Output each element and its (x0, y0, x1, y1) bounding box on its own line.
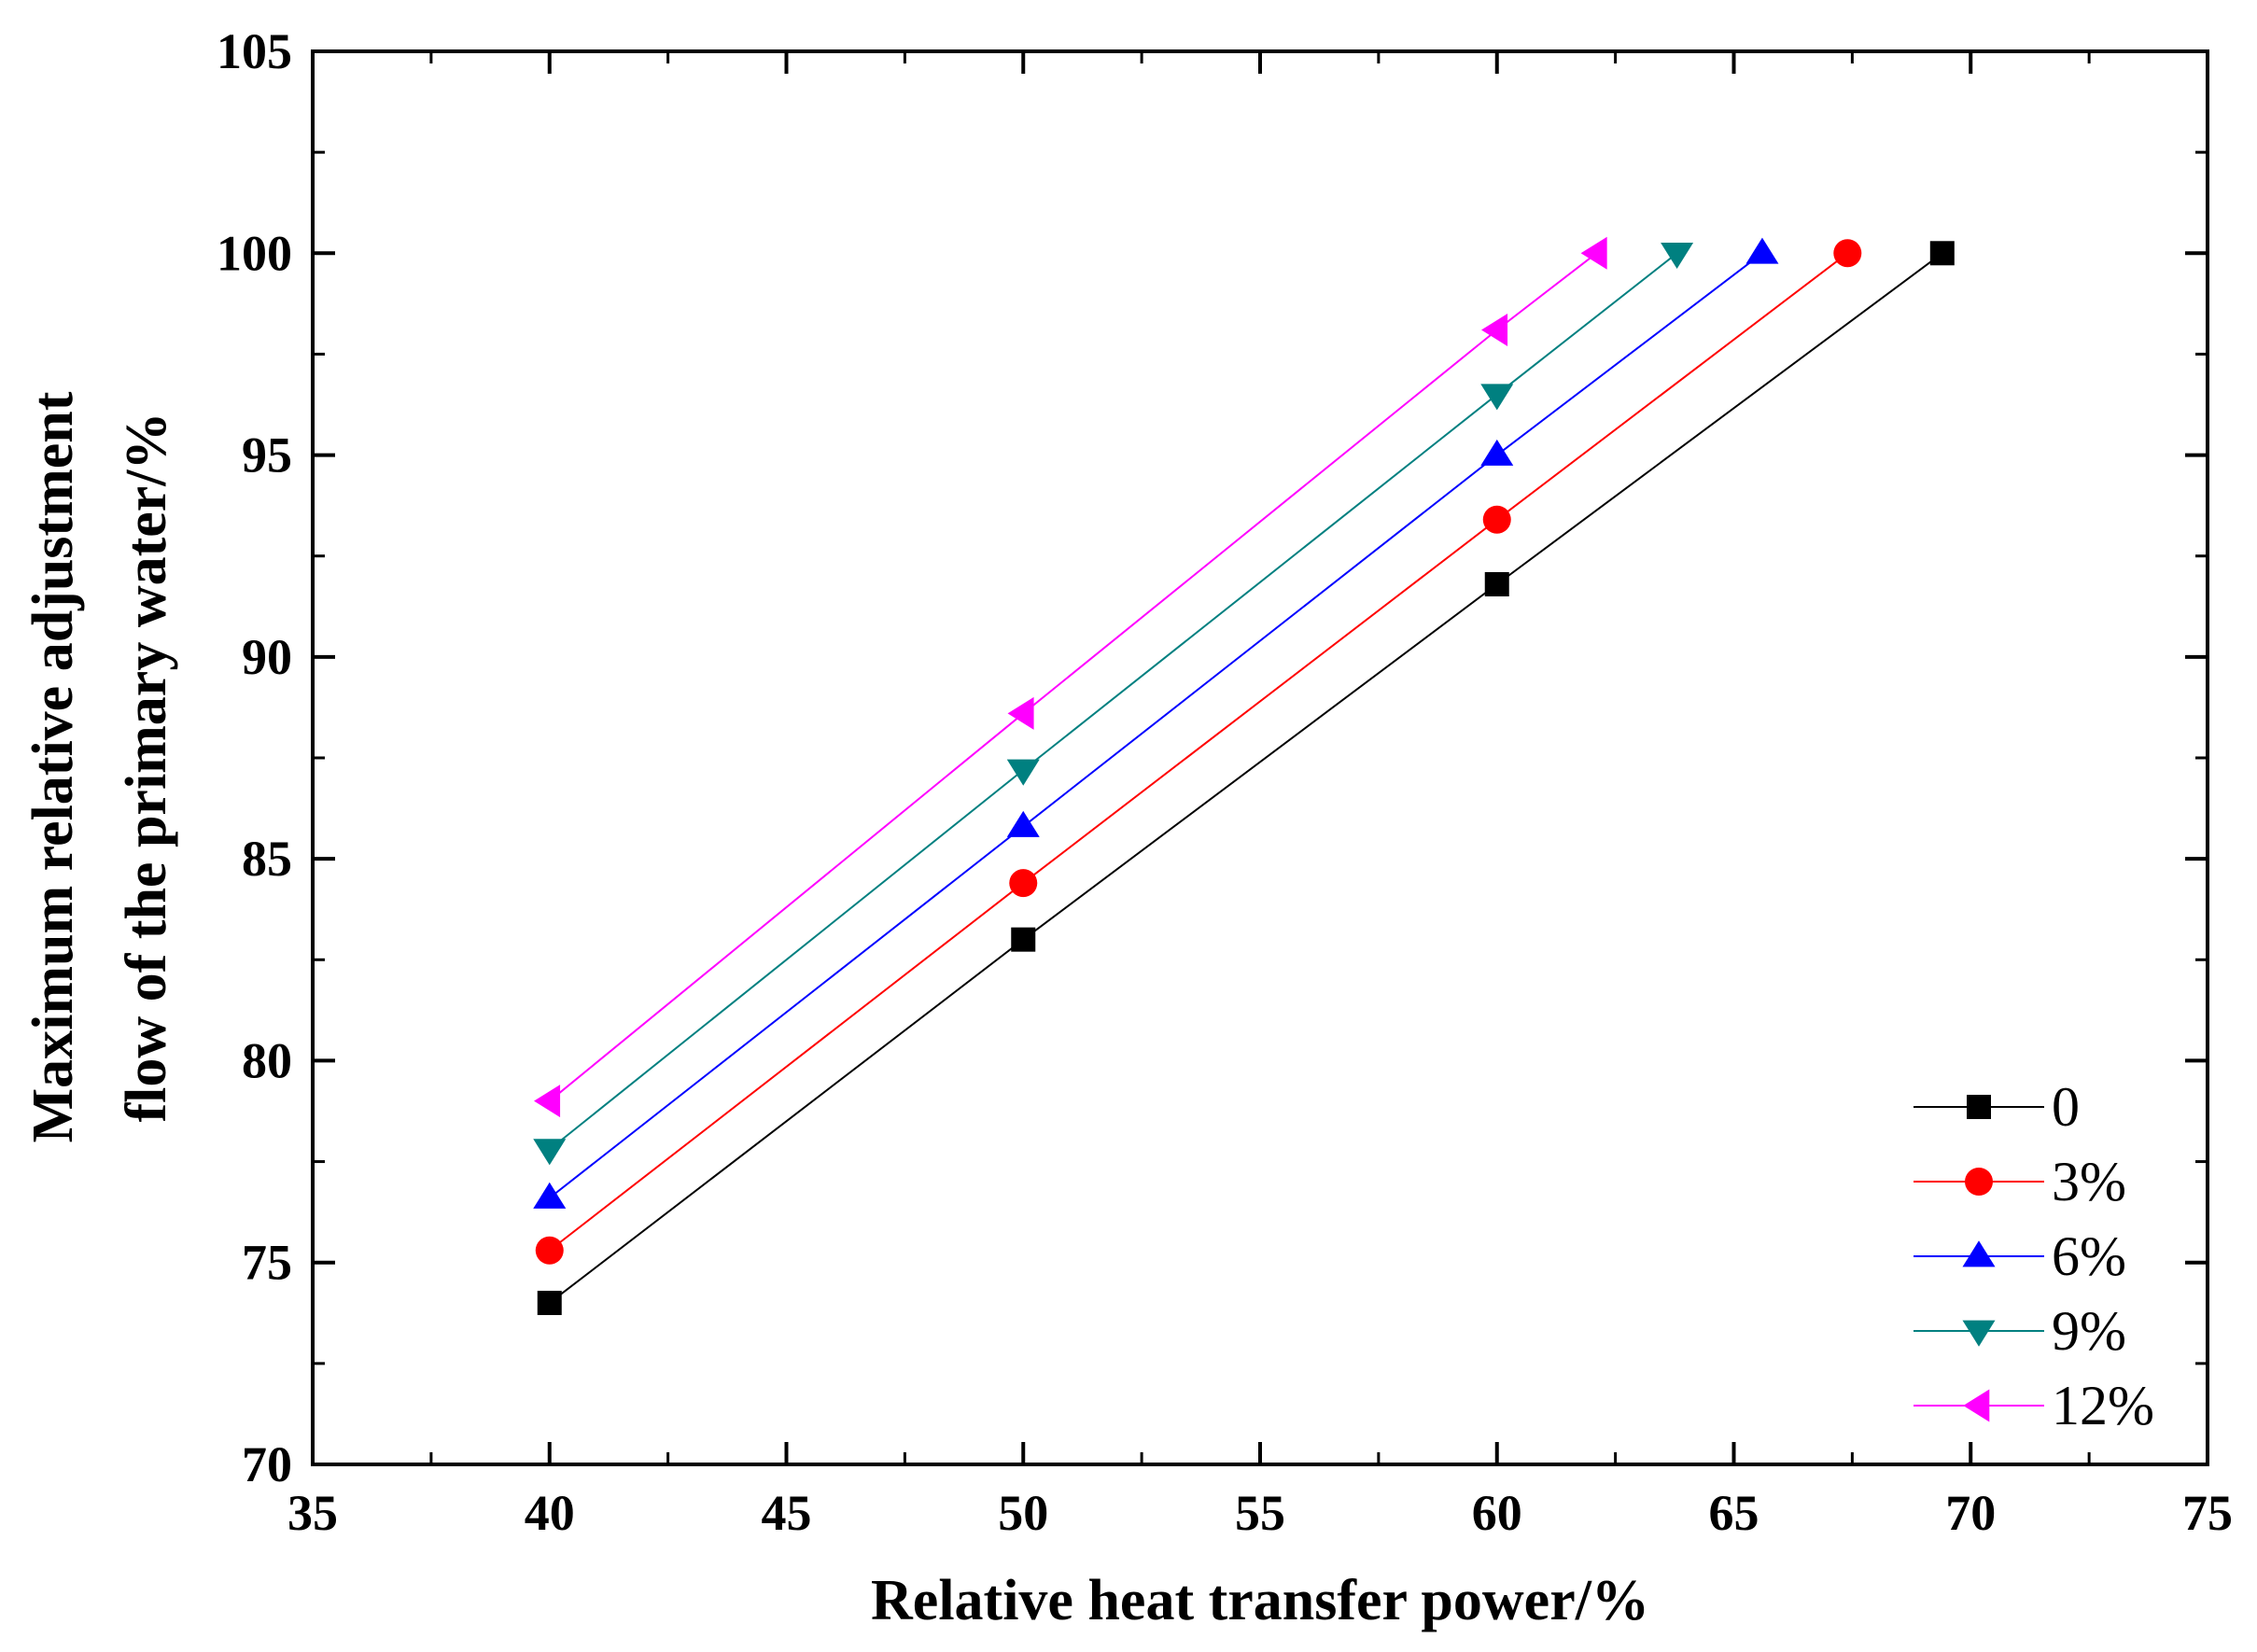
legend-marker (1962, 1320, 1996, 1347)
y-tick-label: 85 (242, 831, 292, 887)
plot-frame (311, 49, 2209, 1466)
data-point (533, 1139, 567, 1166)
data-point (1833, 239, 1862, 268)
x-tick-label: 45 (762, 1485, 812, 1541)
series-3 (533, 237, 1779, 1209)
series-line (549, 252, 1943, 1304)
series-line (549, 252, 1678, 1151)
data-point (1484, 571, 1509, 596)
legend-label: 12% (2052, 1375, 2154, 1436)
series-line (549, 252, 1763, 1199)
x-tick-label: 50 (998, 1485, 1048, 1541)
x-tick-label: 75 (2182, 1485, 2233, 1541)
x-tick-label: 40 (525, 1485, 575, 1541)
data-point (537, 1290, 562, 1315)
legend-label: 0 (2052, 1076, 2080, 1138)
legend-item: 9% (1914, 1300, 2126, 1362)
data-point (534, 1085, 561, 1118)
data-point (1007, 696, 1034, 730)
data-point (1480, 439, 1514, 466)
legend-marker (1967, 1095, 1991, 1119)
x-tick-label: 55 (1235, 1485, 1285, 1541)
data-point (1480, 384, 1514, 411)
y-tick-label: 80 (242, 1032, 292, 1088)
data-point (1481, 313, 1508, 346)
series-4 (533, 242, 1694, 1166)
y-tick-label: 75 (242, 1235, 292, 1291)
legend-item: 0 (1914, 1076, 2080, 1138)
series-5 (534, 236, 1607, 1118)
x-axis-title: Relative heat transfer power/% (871, 1569, 1649, 1632)
data-point (1482, 505, 1511, 534)
y-tick-label: 95 (242, 427, 292, 483)
data-point (1745, 237, 1779, 264)
data-point (1580, 236, 1607, 270)
series-layer (533, 236, 1955, 1315)
y-axis-title-line-1: Maximum relative adjustment (21, 391, 85, 1142)
x-axis: 35 40 45 50 55 60 65 70 75 (287, 51, 2233, 1541)
legend-item: 6% (1914, 1225, 2126, 1287)
series-2 (535, 239, 1862, 1265)
y-axis: 70 75 80 85 90 95 100 105 (217, 23, 2208, 1492)
legend: 0 3% 6% 9% 12% (1914, 1076, 2154, 1436)
data-point (1011, 927, 1036, 952)
data-point (1006, 810, 1040, 837)
legend-item: 3% (1914, 1151, 2126, 1212)
series-line (549, 252, 1848, 1252)
legend-label: 9% (2052, 1300, 2126, 1362)
data-point (1661, 242, 1694, 270)
data-point (535, 1236, 564, 1265)
legend-marker (1965, 1168, 1993, 1196)
legend-label: 3% (2052, 1151, 2126, 1212)
x-tick-label: 35 (287, 1485, 338, 1541)
y-tick-label: 90 (242, 629, 292, 685)
x-tick-label: 65 (1709, 1485, 1759, 1541)
series-1 (537, 241, 1955, 1315)
y-tick-label: 70 (242, 1436, 292, 1492)
legend-marker (1962, 1240, 1996, 1267)
legend-label: 6% (2052, 1225, 2126, 1287)
series-line (549, 252, 1597, 1102)
legend-marker (1963, 1389, 1990, 1422)
y-axis-title-line-2: flow of the primary water/% (115, 412, 178, 1122)
x-tick-label: 60 (1472, 1485, 1522, 1541)
y-tick-label: 100 (217, 225, 292, 281)
y-tick-label: 105 (217, 23, 292, 79)
legend-item: 12% (1914, 1375, 2154, 1436)
data-point (1929, 241, 1955, 266)
x-tick-label: 70 (1945, 1485, 1996, 1541)
data-point (533, 1182, 567, 1209)
data-point (1009, 869, 1038, 898)
data-point (1006, 759, 1040, 786)
